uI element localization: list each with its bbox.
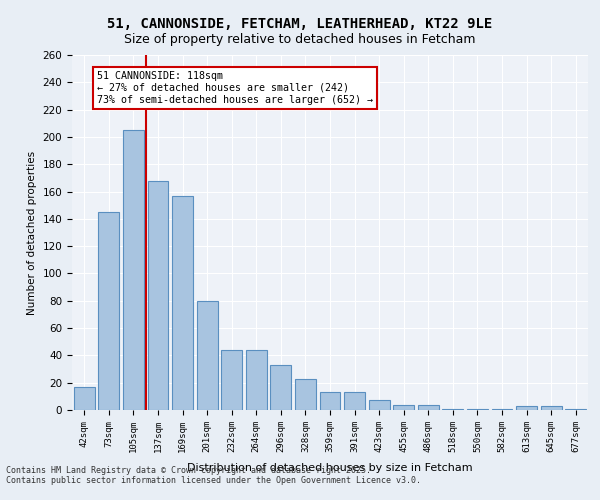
Bar [246,350,267,410]
Bar [74,387,95,410]
X-axis label: Distribution of detached houses by size in Fetcham: Distribution of detached houses by size … [187,463,473,473]
Bar [320,392,340,410]
Bar [565,408,586,410]
Bar [344,392,365,410]
Bar [467,408,488,410]
Bar [442,408,463,410]
Text: 51, CANNONSIDE, FETCHAM, LEATHERHEAD, KT22 9LE: 51, CANNONSIDE, FETCHAM, LEATHERHEAD, KT… [107,18,493,32]
Bar [98,212,119,410]
Bar [541,406,562,410]
Bar [368,400,389,410]
Text: Contains HM Land Registry data © Crown copyright and database right 2025.
Contai: Contains HM Land Registry data © Crown c… [6,466,421,485]
Y-axis label: Number of detached properties: Number of detached properties [27,150,37,314]
Text: 51 CANNONSIDE: 118sqm
← 27% of detached houses are smaller (242)
73% of semi-det: 51 CANNONSIDE: 118sqm ← 27% of detached … [97,72,373,104]
Bar [172,196,193,410]
Bar [197,301,218,410]
Bar [393,404,414,410]
Text: Size of property relative to detached houses in Fetcham: Size of property relative to detached ho… [124,32,476,46]
Bar [123,130,144,410]
Bar [295,378,316,410]
Bar [148,180,169,410]
Bar [491,408,512,410]
Bar [516,406,537,410]
Bar [418,404,439,410]
Bar [221,350,242,410]
Bar [271,365,292,410]
